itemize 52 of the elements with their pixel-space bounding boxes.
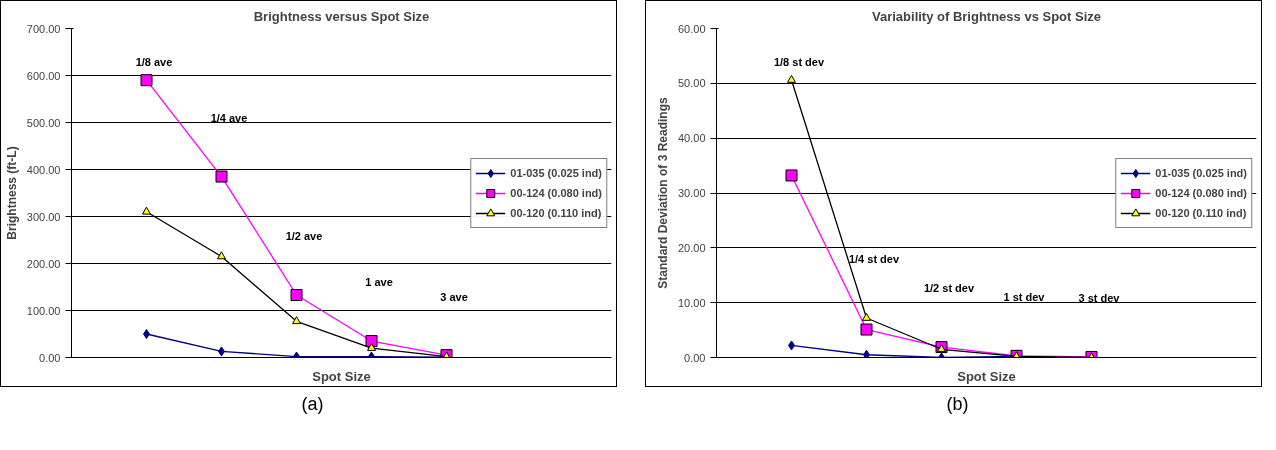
y-tick-label: 500.00 — [26, 116, 61, 129]
annotation: 1/8 st dev — [773, 55, 825, 68]
y-tick-label: 300.00 — [26, 210, 61, 223]
y-tick-label: 600.00 — [26, 69, 61, 82]
legend-label: 01-035 (0.025 ind) — [510, 166, 602, 179]
x-axis-title: Spot Size — [957, 368, 1016, 384]
legend-label: 00-124 (0.080 ind) — [510, 186, 602, 199]
point — [217, 251, 226, 260]
y-tick-label: 700.00 — [26, 22, 61, 35]
annotation: 1/2 ave — [285, 230, 323, 243]
legend-label: 01-035 (0.025 ind) — [1155, 166, 1247, 179]
annotation: 1/4 st dev — [848, 253, 900, 266]
text: (b) — [946, 393, 969, 416]
y-axis-title: Brightness (ft-L) — [4, 146, 19, 240]
chart-title: Variability of Brightness vs Spot Size — [872, 8, 1102, 24]
legend-label: 00-120 (0.110 ind) — [510, 206, 602, 219]
point — [367, 342, 376, 351]
y-tick-label: 0.00 — [684, 351, 706, 364]
annotation: 1 ave — [365, 276, 393, 289]
point — [787, 74, 796, 83]
y-tick-label: 10.00 — [677, 296, 706, 309]
annotation: 1/8 ave — [135, 55, 173, 68]
point — [290, 288, 303, 301]
point — [860, 323, 873, 336]
y-tick-label: 400.00 — [26, 163, 61, 176]
y-axis-title: Standard Deviation of 3 Readings — [655, 96, 670, 289]
legend-label: 00-124 (0.080 ind) — [1155, 186, 1247, 199]
point — [862, 312, 871, 321]
annotation: 3 ave — [440, 290, 468, 303]
annotation: 1 st dev — [1003, 291, 1046, 304]
point — [292, 316, 301, 325]
point — [140, 74, 153, 87]
point — [143, 329, 150, 339]
y-tick-label: 40.00 — [677, 132, 706, 145]
point — [785, 169, 798, 182]
y-tick-label: 20.00 — [677, 241, 706, 254]
point — [863, 349, 870, 358]
legend-label: 00-120 (0.110 ind) — [1155, 206, 1247, 219]
y-tick-label: 50.00 — [677, 77, 706, 90]
point — [142, 206, 151, 215]
annotation: 1/2 st dev — [923, 282, 975, 295]
y-tick-label: 200.00 — [26, 257, 61, 270]
y-tick-label: 100.00 — [26, 304, 61, 317]
y-tick-label: 30.00 — [677, 187, 706, 199]
y-tick-label: 60.00 — [677, 22, 706, 35]
text: (a) — [301, 393, 324, 416]
y-tick-label: 0.00 — [39, 351, 61, 364]
x-axis-title: Spot Size — [312, 368, 371, 384]
annotation: 3 st dev — [1078, 292, 1121, 305]
annotation: 1/4 ave — [210, 111, 248, 124]
chart-title: Brightness versus Spot Size — [253, 8, 430, 24]
point — [215, 170, 228, 183]
